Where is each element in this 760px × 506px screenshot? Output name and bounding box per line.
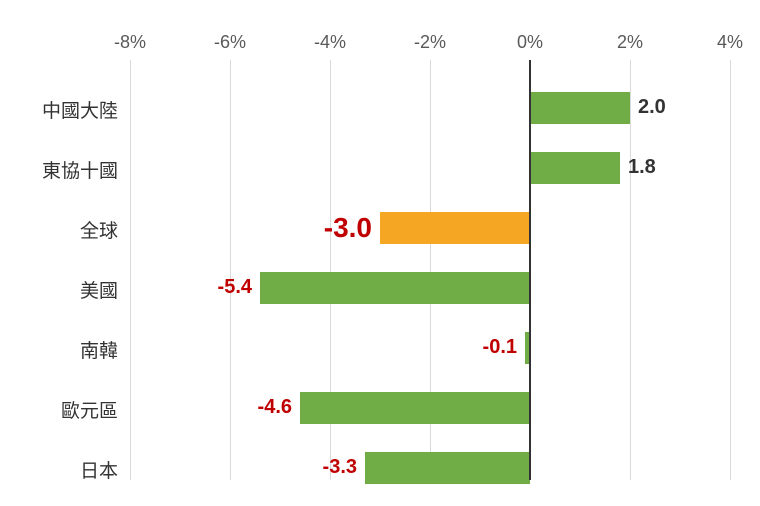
category-label: 歐元區 xyxy=(18,396,118,423)
x-axis-tick-label: 0% xyxy=(517,32,543,53)
category-label: 美國 xyxy=(18,276,118,303)
gridline xyxy=(730,60,731,480)
x-axis-tick-label: -8% xyxy=(114,32,146,53)
gridline xyxy=(130,60,131,480)
value-label: 1.8 xyxy=(628,156,656,179)
bar xyxy=(260,272,530,304)
x-axis-tick-label: -2% xyxy=(414,32,446,53)
bar xyxy=(530,92,630,124)
category-label: 中國大陸 xyxy=(18,96,118,123)
value-label: -4.6 xyxy=(258,396,292,419)
value-label: -3.0 xyxy=(324,212,372,244)
category-label: 全球 xyxy=(18,216,118,243)
value-label: 2.0 xyxy=(638,96,666,119)
gridline xyxy=(630,60,631,480)
x-axis-tick-label: 2% xyxy=(617,32,643,53)
category-label: 日本 xyxy=(18,456,118,483)
value-label: -5.4 xyxy=(218,276,252,299)
x-axis-tick-label: -6% xyxy=(214,32,246,53)
value-label: -0.1 xyxy=(483,336,517,359)
value-label: -3.3 xyxy=(323,456,357,479)
bar-chart: 2.0 1.8 -3.0 -5.4 -0.1 -4.6 -3.3 -8% -6% -4% -2% 0… xyxy=(0,0,760,506)
category-label: 東協十國 xyxy=(18,156,118,183)
x-axis-tick-label: 4% xyxy=(717,32,743,53)
bar xyxy=(300,392,530,424)
plot-area: 2.0 1.8 -3.0 -5.4 -0.1 -4.6 -3.3 xyxy=(130,60,730,480)
bar xyxy=(365,452,530,484)
bar xyxy=(380,212,530,244)
x-axis-tick-label: -4% xyxy=(314,32,346,53)
zero-axis-line xyxy=(529,60,531,480)
category-label: 南韓 xyxy=(18,336,118,363)
bar xyxy=(530,152,620,184)
gridline xyxy=(230,60,231,480)
